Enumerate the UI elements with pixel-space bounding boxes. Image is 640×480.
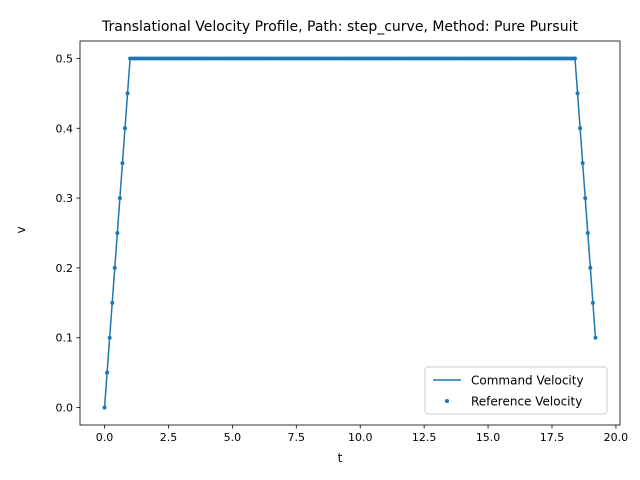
y-tick-label: 0.4 xyxy=(56,122,74,135)
y-tick-label: 0.2 xyxy=(56,262,74,275)
x-tick-label: 12.5 xyxy=(412,431,437,444)
reference-velocity-point xyxy=(575,91,580,96)
y-tick-label: 0.0 xyxy=(56,402,74,415)
y-tick-label: 0.1 xyxy=(56,332,74,345)
reference-velocity-point xyxy=(120,161,125,166)
reference-velocity-point xyxy=(588,265,593,270)
plot-frame xyxy=(79,40,621,426)
legend-label-reference: Reference Velocity xyxy=(471,395,582,409)
x-tick-label: 5.0 xyxy=(224,431,242,444)
command-velocity-line xyxy=(103,57,597,408)
x-tick-label: 15.0 xyxy=(476,431,501,444)
reference-velocity-point xyxy=(593,335,598,340)
reference-velocity-point xyxy=(117,196,122,201)
legend-box xyxy=(424,366,608,415)
reference-velocity-point xyxy=(578,126,583,131)
reference-velocity-point xyxy=(570,56,575,61)
reference-velocity-point xyxy=(112,265,117,270)
reference-velocity-point xyxy=(585,231,590,235)
reference-velocity-point xyxy=(105,370,110,375)
y-tick-label: 0.3 xyxy=(56,192,74,205)
y-axis-label: v xyxy=(14,226,28,233)
reference-velocity-point xyxy=(107,335,112,340)
reference-velocity-point xyxy=(115,231,120,235)
reference-velocity-point xyxy=(123,126,127,131)
y-tick-label: 0.5 xyxy=(56,52,74,65)
reference-velocity-point xyxy=(583,196,588,201)
y-axis-ticks: 0.0 0.1 0.2 0.3 0.4 0.5 xyxy=(56,52,80,415)
x-tick-label: 2.5 xyxy=(160,431,178,444)
x-tick-label: 20.0 xyxy=(604,431,629,444)
x-tick-label: 0.0 xyxy=(96,431,114,444)
legend-dot-swatch xyxy=(445,399,449,403)
reference-velocity-point xyxy=(110,300,115,305)
chart-title: Translational Velocity Profile, Path: st… xyxy=(101,19,578,35)
x-tick-label: 7.5 xyxy=(288,431,306,444)
legend-label-command: Command Velocity xyxy=(471,374,584,388)
plot-area xyxy=(79,40,621,426)
x-tick-label: 10.0 xyxy=(348,431,373,444)
reference-velocity-point xyxy=(125,91,130,96)
x-tick-label: 17.5 xyxy=(540,431,565,444)
reference-velocity-point xyxy=(590,300,595,305)
reference-velocity-point xyxy=(580,161,585,166)
x-axis-label: t xyxy=(338,451,343,465)
x-axis-ticks: 0.0 2.5 5.0 7.5 10.0 12.5 15.0 17.5 20.0 xyxy=(96,425,628,444)
reference-velocity-point xyxy=(102,405,107,410)
legend: Command Velocity Reference Velocity xyxy=(424,366,608,415)
